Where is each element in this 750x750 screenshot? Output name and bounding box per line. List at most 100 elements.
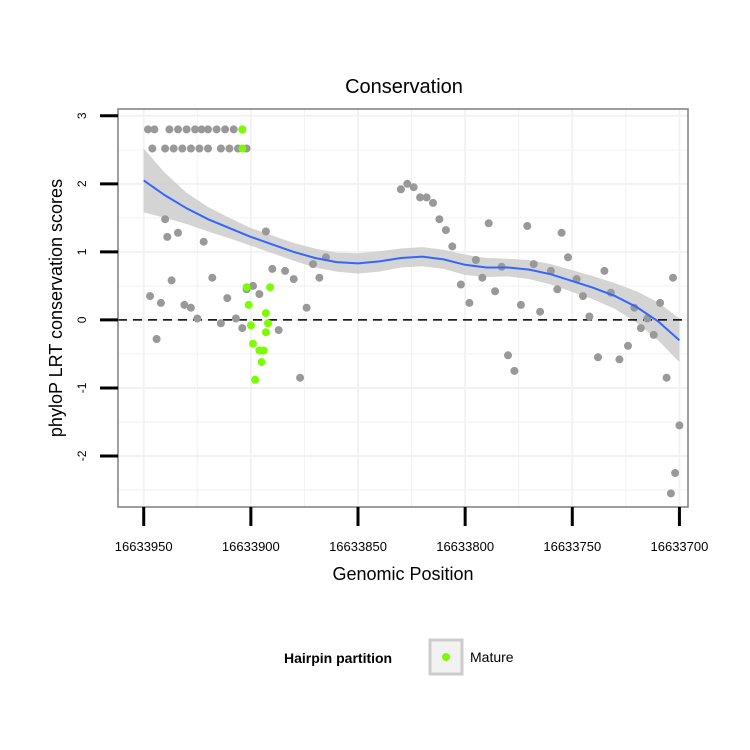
point-other [208, 273, 217, 282]
point-other [403, 179, 412, 188]
point-other [212, 125, 221, 134]
point-other [223, 294, 232, 303]
point-other [491, 287, 500, 296]
point-other [564, 253, 572, 262]
point-other [429, 198, 437, 207]
point-mature [251, 375, 260, 384]
point-other [296, 373, 305, 382]
point-mature [259, 346, 268, 355]
point-other [302, 303, 311, 312]
panel-border [117, 108, 689, 508]
point-other [523, 222, 532, 230]
point-other [255, 290, 264, 299]
point-other [435, 215, 444, 224]
point-other [478, 273, 487, 282]
point-other [624, 341, 632, 350]
point-other [600, 266, 609, 275]
point-other [167, 276, 176, 285]
legend: Hairpin partition Mature [284, 638, 514, 676]
legend-key-mature-point [442, 653, 450, 661]
point-other [221, 125, 230, 134]
point-other [289, 275, 298, 284]
point-other [229, 125, 238, 134]
x-axis-label: Genomic Position [332, 564, 473, 584]
x-tick-label: 16633850 [329, 539, 387, 554]
point-other [456, 280, 465, 289]
point-other [161, 144, 170, 153]
plot-panel [118, 109, 688, 507]
point-mature [246, 321, 255, 330]
point-mature [242, 283, 251, 292]
point-other [268, 264, 277, 273]
smooth-line [143, 179, 681, 342]
x-axis: 16633950 16633900 16633850 16633800 16633750… [115, 507, 709, 554]
point-other [529, 260, 538, 269]
point-other [146, 292, 155, 301]
y-tick-label: -1 [75, 382, 89, 393]
point-other [615, 355, 624, 364]
point-other [238, 324, 247, 333]
point-other [422, 193, 431, 202]
point-other [186, 303, 195, 312]
point-other [152, 335, 161, 343]
point-mature [244, 300, 253, 309]
point-other [144, 125, 152, 134]
point-other [309, 260, 317, 269]
point-other [465, 298, 474, 307]
confidence-ribbon-layer [143, 148, 680, 363]
point-other [261, 227, 270, 236]
point-other [675, 421, 684, 430]
point-other [396, 185, 405, 194]
y-axis: -2 -1 0 1 2 3 [75, 112, 118, 461]
point-other [186, 144, 195, 153]
y-tick-label: 0 [75, 316, 89, 323]
point-other [180, 300, 189, 309]
point-mature [257, 358, 266, 367]
point-other [636, 324, 645, 333]
point-other [182, 125, 191, 134]
point-other [671, 469, 680, 477]
y-tick-label: 1 [75, 248, 89, 255]
point-other [178, 144, 187, 153]
smooth-line-layer [143, 179, 681, 342]
point-other [585, 312, 594, 321]
point-other [579, 292, 587, 301]
point-other [249, 281, 257, 290]
point-other [216, 319, 225, 328]
x-tick-label: 16633800 [436, 539, 494, 554]
legend-entry-mature: Mature [470, 649, 514, 665]
point-other [441, 226, 450, 235]
x-tick-label: 16633900 [222, 539, 280, 554]
point-other [165, 125, 174, 134]
point-other [536, 307, 545, 316]
point-other [193, 314, 202, 323]
point-other [662, 373, 671, 382]
confidence-ribbon [143, 148, 680, 363]
legend-title: Hairpin partition [284, 650, 392, 666]
y-tick-label: -2 [75, 450, 89, 461]
y-tick-label: 2 [75, 180, 89, 187]
point-other [656, 298, 665, 307]
point-other [448, 242, 457, 251]
x-tick-label: 16633950 [115, 539, 173, 554]
point-other [274, 326, 283, 335]
point-other [649, 330, 658, 339]
point-mature [264, 319, 272, 328]
point-other [156, 298, 165, 307]
point-other [191, 125, 200, 134]
point-mature [261, 309, 270, 318]
point-other [174, 228, 182, 237]
point-other [204, 144, 212, 153]
point-other [225, 144, 234, 153]
point-other [510, 366, 519, 375]
point-other [161, 215, 170, 224]
point-other [557, 228, 566, 237]
point-other [199, 237, 208, 246]
point-mature [266, 283, 275, 292]
point-other [504, 351, 512, 360]
x-tick-label: 16633750 [543, 539, 601, 554]
x-tick-label: 16633700 [651, 539, 709, 554]
y-tick-label: 3 [75, 112, 89, 119]
point-other [150, 125, 159, 134]
